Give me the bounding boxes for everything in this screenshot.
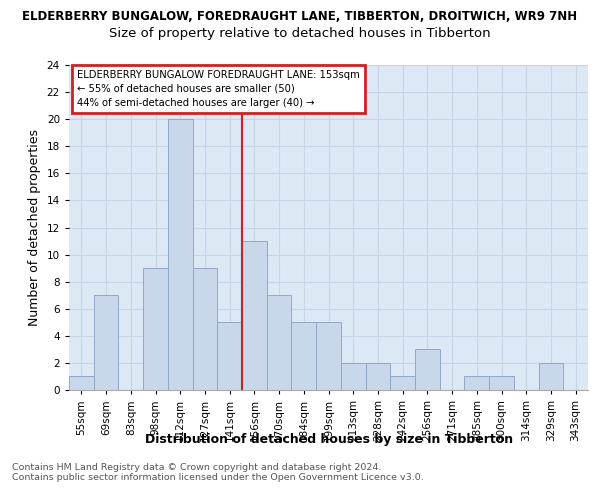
Bar — [267, 295, 292, 390]
Bar — [69, 376, 94, 390]
Y-axis label: Number of detached properties: Number of detached properties — [28, 129, 41, 326]
Text: Distribution of detached houses by size in Tibberton: Distribution of detached houses by size … — [145, 432, 513, 446]
Bar — [341, 363, 365, 390]
Bar — [217, 322, 242, 390]
Text: ELDERBERRY BUNGALOW, FOREDRAUGHT LANE, TIBBERTON, DROITWICH, WR9 7NH: ELDERBERRY BUNGALOW, FOREDRAUGHT LANE, T… — [22, 10, 578, 23]
Bar — [539, 363, 563, 390]
Bar — [464, 376, 489, 390]
Text: Size of property relative to detached houses in Tibberton: Size of property relative to detached ho… — [109, 28, 491, 40]
Text: ELDERBERRY BUNGALOW FOREDRAUGHT LANE: 153sqm
← 55% of detached houses are smalle: ELDERBERRY BUNGALOW FOREDRAUGHT LANE: 15… — [77, 70, 359, 108]
Bar — [168, 119, 193, 390]
Text: Contains HM Land Registry data © Crown copyright and database right 2024.: Contains HM Land Registry data © Crown c… — [12, 462, 382, 471]
Bar — [292, 322, 316, 390]
Bar — [143, 268, 168, 390]
Bar — [390, 376, 415, 390]
Bar — [94, 295, 118, 390]
Bar — [489, 376, 514, 390]
Bar — [242, 241, 267, 390]
Bar — [193, 268, 217, 390]
Bar — [316, 322, 341, 390]
Bar — [415, 350, 440, 390]
Bar — [365, 363, 390, 390]
Text: Contains public sector information licensed under the Open Government Licence v3: Contains public sector information licen… — [12, 474, 424, 482]
